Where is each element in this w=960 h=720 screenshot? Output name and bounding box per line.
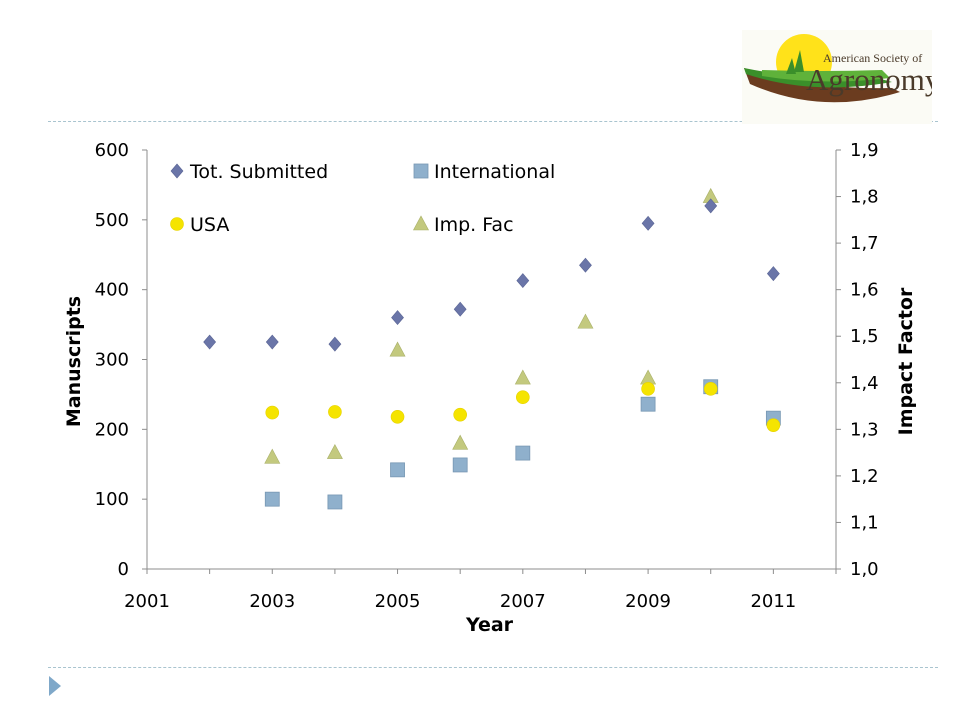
point-usa	[265, 405, 280, 420]
point-international	[390, 462, 405, 478]
point-tot-submitted	[328, 336, 342, 352]
right-y-tick-label: 1,3	[850, 419, 879, 440]
point-international	[452, 457, 468, 473]
legend-label-imp-fac: Imp. Fac	[434, 214, 514, 236]
left-y-tick-label: 100	[95, 489, 129, 510]
x-tick-label: 2003	[249, 591, 295, 612]
point-imp-fac	[326, 443, 343, 459]
point-tot-submitted	[453, 301, 467, 317]
legend-marker-usa	[170, 217, 184, 231]
point-tot-submitted	[704, 198, 718, 214]
left-y-tick-label: 500	[95, 210, 129, 231]
logo-line1: American Society of	[823, 51, 922, 65]
x-tick-label: 2005	[375, 591, 421, 612]
point-imp-fac	[264, 448, 281, 464]
point-international	[327, 494, 343, 510]
logo-line2: Agronomy	[806, 62, 932, 97]
point-international	[640, 396, 656, 412]
point-international	[515, 445, 531, 461]
x-axis-title: Year	[465, 614, 514, 636]
next-slide-arrow-icon[interactable]	[49, 676, 61, 696]
x-tick-label: 2007	[500, 591, 546, 612]
legend-marker-imp-fac	[412, 215, 430, 231]
point-tot-submitted	[641, 215, 655, 231]
left-y-tick-label: 200	[95, 419, 129, 440]
point-imp-fac	[640, 369, 657, 385]
point-tot-submitted	[203, 334, 217, 350]
right-y-tick-label: 1,1	[850, 512, 879, 533]
agronomy-logo: American Society of Agronomy	[742, 30, 941, 124]
point-usa	[641, 382, 655, 396]
point-tot-submitted	[516, 273, 530, 289]
point-usa	[703, 382, 718, 396]
legend-marker-international	[413, 163, 429, 179]
point-usa	[766, 418, 781, 432]
top-divider	[48, 121, 938, 122]
right-y-tick-label: 1,9	[850, 140, 879, 161]
legend-label-tot-submitted: Tot. Submitted	[189, 161, 328, 183]
right-y-tick-label: 1,7	[850, 233, 879, 254]
point-usa	[453, 407, 467, 422]
left-y-axis-title: Manuscripts	[63, 296, 85, 427]
right-y-tick-label: 1,5	[850, 326, 879, 347]
point-usa	[516, 390, 530, 405]
point-imp-fac	[452, 434, 469, 450]
point-international	[264, 491, 280, 507]
legend-marker-tot-submitted	[170, 163, 184, 179]
legend-label-international: International	[434, 161, 555, 183]
point-tot-submitted	[265, 334, 279, 350]
legend-label-usa: USA	[190, 214, 229, 236]
right-y-tick-label: 1,8	[850, 187, 879, 208]
left-y-tick-label: 0	[118, 559, 129, 580]
x-tick-label: 2011	[750, 591, 796, 612]
right-y-tick-label: 1,4	[850, 373, 879, 394]
point-imp-fac	[577, 313, 594, 329]
point-usa	[390, 409, 405, 424]
point-usa	[328, 405, 342, 419]
point-tot-submitted	[579, 257, 592, 273]
right-y-tick-label: 1,0	[850, 559, 879, 580]
right-y-tick-label: 1,2	[850, 466, 879, 487]
point-imp-fac	[389, 341, 406, 357]
left-y-tick-label: 300	[95, 350, 129, 371]
bottom-divider	[48, 667, 938, 668]
point-tot-submitted	[766, 266, 780, 282]
x-tick-label: 2001	[124, 591, 170, 612]
left-y-tick-label: 400	[95, 280, 129, 301]
point-imp-fac	[514, 369, 531, 385]
x-tick-label: 2009	[625, 591, 671, 612]
left-y-tick-label: 600	[95, 140, 129, 161]
point-tot-submitted	[391, 310, 404, 326]
right-y-tick-label: 1,6	[850, 280, 879, 301]
right-y-axis-title: Impact Factor	[895, 287, 917, 435]
